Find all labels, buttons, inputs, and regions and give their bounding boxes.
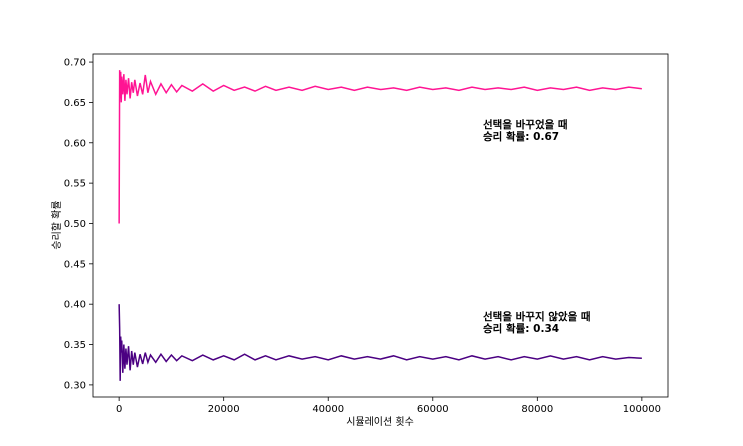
annotation: 승리 확률: 0.34 — [483, 322, 559, 335]
y-tick-label: 0.60 — [64, 138, 86, 149]
x-axis-label: 시뮬레이션 횟수 — [346, 416, 414, 428]
x-tick-label: 20000 — [208, 404, 240, 415]
y-tick-label: 0.30 — [64, 380, 86, 391]
annotation: 선택을 바꾸지 않았을 때 — [483, 310, 591, 323]
x-tick-label: 60000 — [417, 404, 449, 415]
annotation: 선택을 바꾸었을 때 — [483, 118, 568, 131]
x-tick-label: 40000 — [312, 404, 344, 415]
y-tick-label: 0.55 — [64, 179, 86, 190]
y-tick-label: 0.50 — [64, 219, 86, 230]
series-line — [118, 304, 642, 381]
annotation: 승리 확률: 0.67 — [483, 130, 559, 143]
y-tick-label: 0.35 — [64, 340, 86, 351]
x-tick-label: 80000 — [521, 404, 553, 415]
plot-frame — [92, 53, 669, 398]
x-tick-label: 100000 — [623, 404, 661, 415]
y-tick-label: 0.45 — [64, 259, 86, 270]
series-line — [118, 70, 642, 224]
y-tick-label: 0.70 — [64, 58, 86, 69]
y-tick-label: 0.65 — [64, 98, 86, 109]
y-axis-label: 승리할 확률 — [51, 200, 63, 249]
y-tick-label: 0.40 — [64, 300, 86, 311]
x-tick-label: 0 — [116, 404, 122, 415]
